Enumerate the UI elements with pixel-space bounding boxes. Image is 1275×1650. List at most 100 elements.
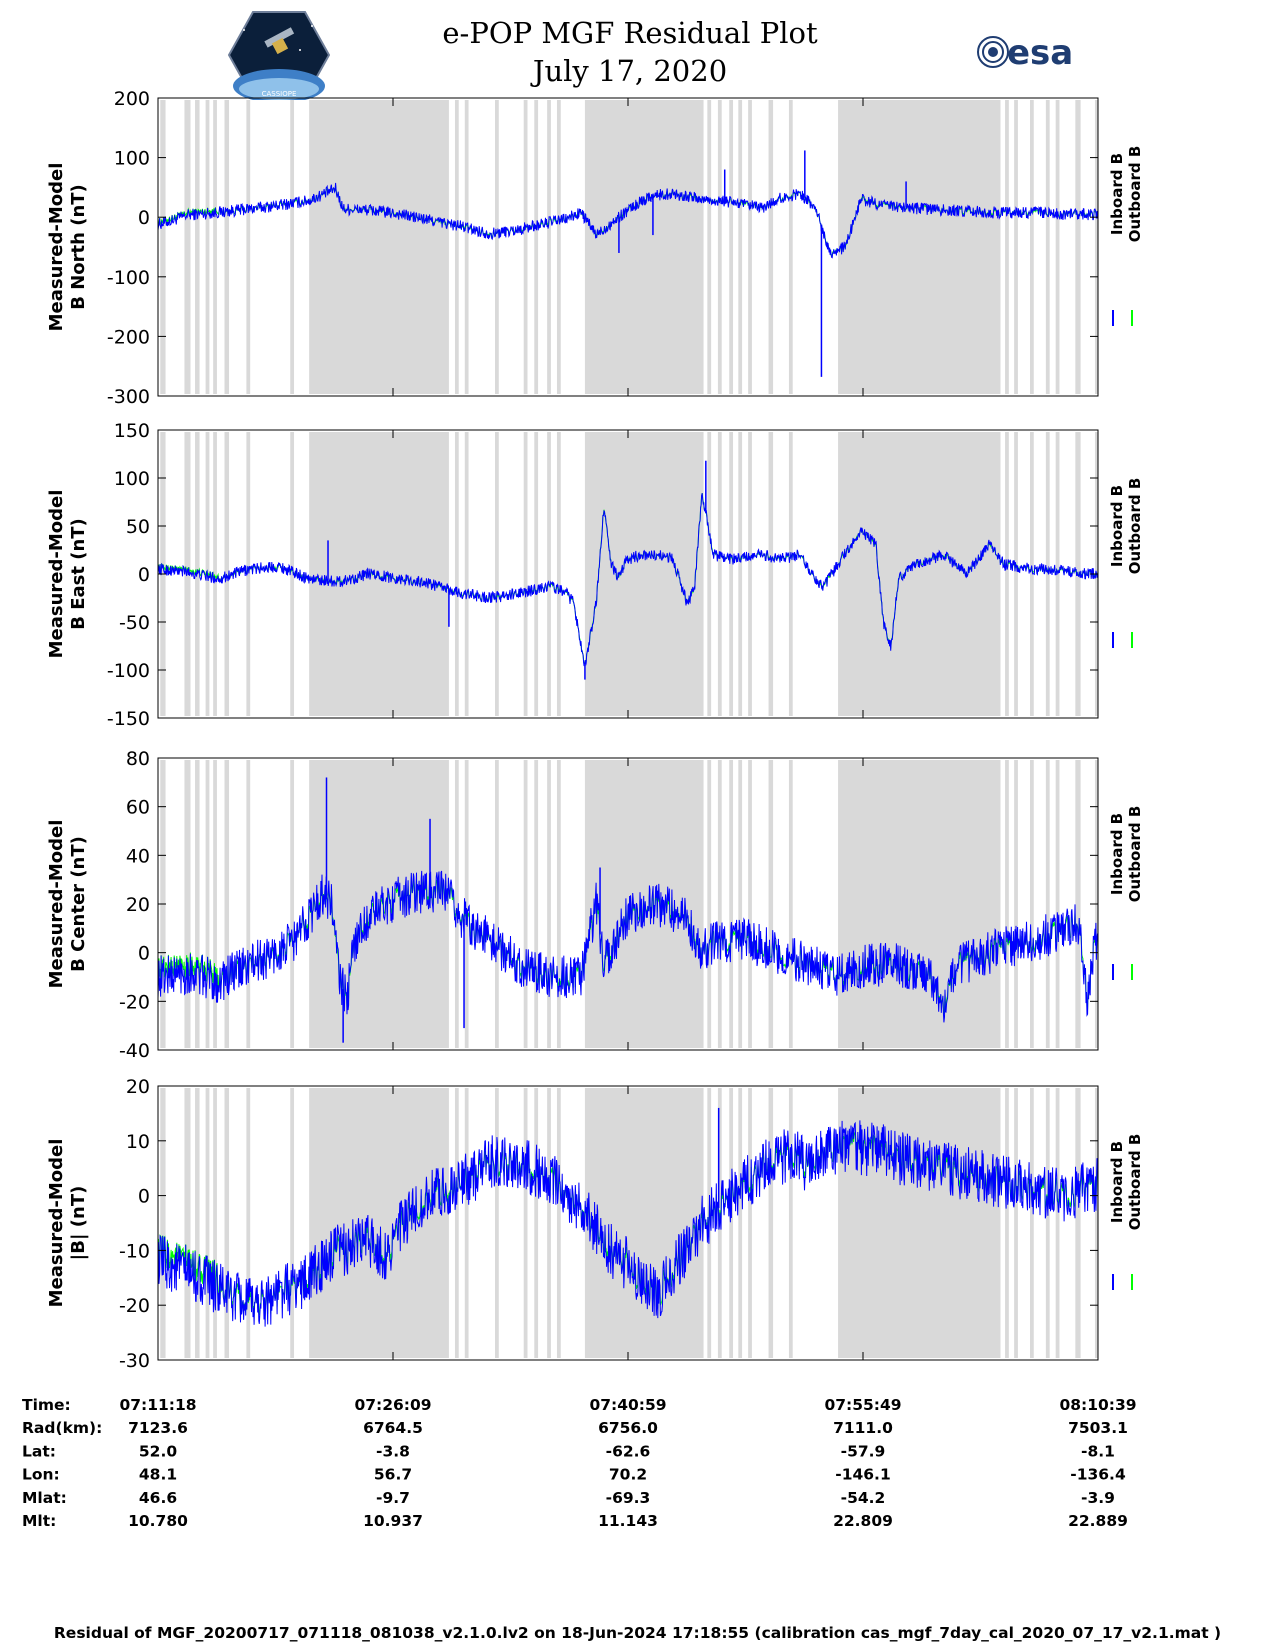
gap-block bbox=[1014, 1088, 1018, 1358]
orbit-row-value: 22.809 bbox=[833, 1512, 893, 1530]
orbit-row-value: 07:55:49 bbox=[824, 1396, 901, 1414]
gap-block bbox=[584, 100, 704, 394]
y-axis-label-line: Measured-Model bbox=[46, 163, 67, 332]
gap-block bbox=[290, 100, 295, 394]
y-tick-label: 60 bbox=[126, 797, 150, 819]
gap-block bbox=[1045, 100, 1050, 394]
legend-label-outboard: Outboard B bbox=[1126, 478, 1144, 575]
gap-block bbox=[788, 100, 793, 394]
orbit-row-value: 08:10:39 bbox=[1059, 1396, 1136, 1414]
y-tick-label: -40 bbox=[119, 1040, 150, 1062]
gap-block bbox=[556, 1088, 561, 1358]
gap-block bbox=[1045, 760, 1050, 1048]
gap-block bbox=[495, 100, 499, 394]
gap-block bbox=[534, 432, 539, 716]
gap-block bbox=[729, 100, 734, 394]
orbit-row-value: 48.1 bbox=[139, 1466, 177, 1484]
gap-block bbox=[454, 1088, 459, 1358]
y-axis-label-line: B Center (nT) bbox=[68, 836, 89, 972]
gap-block bbox=[1014, 432, 1018, 716]
gap-block bbox=[246, 1088, 251, 1358]
y-tick-label: -200 bbox=[107, 326, 150, 348]
orbit-row-value: 6764.5 bbox=[363, 1419, 423, 1437]
gap-block bbox=[1055, 760, 1060, 1048]
orbit-row-value: -146.1 bbox=[835, 1466, 890, 1484]
orbit-row-value: 07:11:18 bbox=[119, 1396, 196, 1414]
orbit-row-value: -57.9 bbox=[841, 1442, 886, 1460]
y-tick-label: -10 bbox=[119, 1240, 150, 1262]
y-axis-label: Measured-Model|B| (nT) bbox=[46, 1139, 89, 1308]
y-tick-label: 0 bbox=[138, 943, 150, 965]
gap-block bbox=[213, 100, 217, 394]
gap-block bbox=[556, 100, 561, 394]
gap-block bbox=[195, 1088, 200, 1358]
orbit-row-value: 22.889 bbox=[1068, 1512, 1128, 1530]
gap-block bbox=[290, 1088, 295, 1358]
page-title: e-POP MGF Residual Plot bbox=[442, 16, 818, 50]
gap-block bbox=[584, 432, 704, 716]
esa-logo-text: esa bbox=[1007, 33, 1073, 73]
orbit-row-value: 07:40:59 bbox=[589, 1396, 666, 1414]
y-tick-label: 150 bbox=[114, 420, 150, 442]
gap-block bbox=[1045, 432, 1050, 716]
y-tick-label: 0 bbox=[138, 207, 150, 229]
y-tick-label: -50 bbox=[119, 612, 150, 634]
footer-caption: Residual of MGF_20200717_071118_081038_v… bbox=[53, 1624, 1222, 1642]
orbit-row-label: Time: bbox=[22, 1396, 71, 1414]
orbit-row-value: -8.1 bbox=[1081, 1442, 1115, 1460]
data-gap-shading bbox=[160, 100, 1098, 394]
gap-block bbox=[1014, 760, 1018, 1048]
legend: Inboard B Outboard B bbox=[1108, 806, 1144, 903]
gap-block bbox=[729, 760, 734, 1048]
inboard-series-line bbox=[157, 1120, 1099, 1327]
gap-block bbox=[748, 100, 752, 394]
orbit-row-label: Mlt: bbox=[22, 1512, 56, 1530]
gap-block bbox=[160, 1088, 166, 1358]
gap-block bbox=[717, 100, 722, 394]
gap-block bbox=[224, 100, 230, 394]
gap-block bbox=[547, 432, 551, 716]
gap-block bbox=[547, 100, 551, 394]
gap-block bbox=[454, 100, 459, 394]
gap-block bbox=[184, 760, 191, 1048]
legend-label-inboard: Inboard B bbox=[1108, 813, 1126, 895]
gap-block bbox=[729, 432, 734, 716]
gap-block bbox=[768, 100, 774, 394]
orbit-row-label: Lat: bbox=[22, 1442, 56, 1460]
gap-block bbox=[246, 760, 251, 1048]
gap-block bbox=[1045, 1088, 1050, 1358]
gap-block bbox=[309, 100, 449, 394]
gap-block bbox=[195, 760, 200, 1048]
gap-block bbox=[738, 100, 743, 394]
gap-block bbox=[729, 1088, 734, 1358]
gap-block bbox=[246, 100, 251, 394]
orbit-row-value: -69.3 bbox=[606, 1489, 651, 1507]
inboard-series-line bbox=[157, 870, 1099, 1023]
orbit-row-value: -136.4 bbox=[1070, 1466, 1126, 1484]
gap-block bbox=[184, 100, 191, 394]
gap-block bbox=[838, 432, 1001, 716]
gap-block bbox=[1075, 100, 1081, 394]
gap-block bbox=[838, 100, 1001, 394]
y-tick-label: 20 bbox=[126, 894, 150, 916]
gap-block bbox=[738, 432, 743, 716]
gap-block bbox=[748, 1088, 752, 1358]
orbit-row-value: 52.0 bbox=[139, 1442, 177, 1460]
gap-block bbox=[205, 100, 210, 394]
gap-block bbox=[788, 432, 793, 716]
gap-block bbox=[1005, 432, 1009, 716]
y-axis-label-line: Measured-Model bbox=[46, 490, 67, 659]
gap-block bbox=[1014, 100, 1018, 394]
y-axis-label: Measured-ModelB North (nT) bbox=[46, 163, 89, 332]
legend-label-inboard: Inboard B bbox=[1108, 485, 1126, 567]
y-tick-label: -30 bbox=[119, 1350, 150, 1372]
orbit-row-value: 10.937 bbox=[363, 1512, 423, 1530]
gap-block bbox=[523, 1088, 528, 1358]
gap-block bbox=[213, 432, 217, 716]
gap-block bbox=[738, 760, 743, 1048]
gap-block bbox=[788, 1088, 793, 1358]
chart-panel-1: -300 -200 -100 0 100 200 Measured-ModelB North… bbox=[46, 88, 1144, 408]
gap-block bbox=[495, 760, 499, 1048]
gap-block bbox=[464, 1088, 469, 1358]
